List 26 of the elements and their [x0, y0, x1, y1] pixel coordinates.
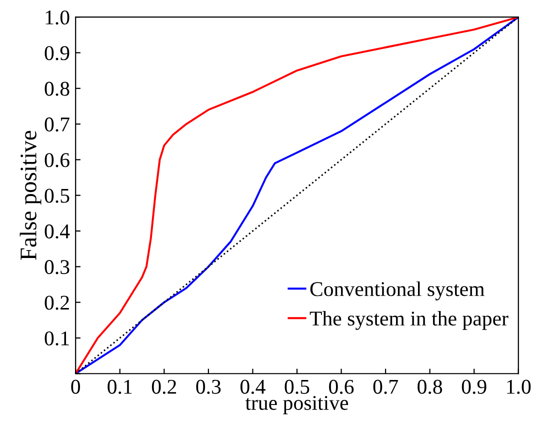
y-axis-title: False positive	[20, 130, 42, 260]
line-series	[76, 17, 518, 374]
y-tick-label: 1.0	[46, 10, 70, 25]
x-tick-label: 0.6	[329, 380, 354, 394]
y-tick-label: 0.8	[44, 82, 70, 96]
x-tick-label: 0.3	[196, 380, 221, 394]
x-tick-label: 0.1	[108, 380, 132, 394]
x-tick-label: 1.0	[507, 380, 531, 394]
x-tick-label: 0.2	[152, 380, 176, 394]
y-tick-label: 0.2	[44, 296, 69, 310]
x-tick-label: 0.5	[284, 380, 310, 394]
y-tick-label: 0.1	[44, 331, 69, 346]
x-tick-label: 0.4	[240, 380, 266, 394]
x-tick-label: 0.8	[418, 380, 442, 394]
legend-label: The system in the paper	[310, 310, 508, 330]
legend-label: Conventional system	[310, 281, 484, 300]
y-tick-label: 0.3	[44, 260, 70, 274]
x-axis-title: true positive	[245, 396, 348, 414]
y-tick-label: 0.4	[44, 224, 70, 239]
x-tick-label: 0.9	[462, 380, 486, 394]
x-tick-label: 0.7	[373, 380, 398, 394]
y-tick-label: 0.9	[44, 46, 70, 60]
y-tick-label: 0.7	[44, 117, 70, 132]
y-tick-label: 0.5	[44, 188, 70, 203]
y-tick-label: 0.6	[44, 153, 70, 168]
x-tick-label: 0	[71, 380, 80, 394]
